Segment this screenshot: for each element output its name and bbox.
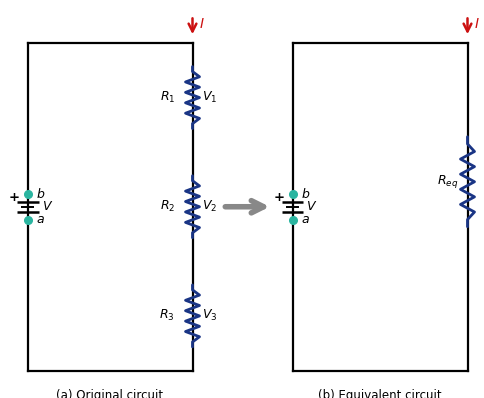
Text: $I$: $I$ (473, 17, 479, 31)
Text: (a) Original circuit: (a) Original circuit (56, 390, 163, 398)
Text: $R_{eq}$: $R_{eq}$ (436, 173, 457, 190)
Text: $a$: $a$ (301, 213, 309, 226)
Text: $R_1$: $R_1$ (159, 90, 175, 105)
Text: $V$: $V$ (42, 200, 53, 213)
Text: $I$: $I$ (198, 17, 204, 31)
Text: $R_3$: $R_3$ (159, 308, 175, 324)
Text: $V$: $V$ (306, 200, 317, 213)
Text: (b) Equivalent circuit: (b) Equivalent circuit (318, 390, 441, 398)
Text: $b$: $b$ (301, 187, 310, 201)
Text: $b$: $b$ (36, 187, 45, 201)
Text: $a$: $a$ (36, 213, 45, 226)
Text: $R_2$: $R_2$ (159, 199, 175, 214)
Text: $V_2$: $V_2$ (201, 199, 216, 214)
Text: +: + (273, 191, 284, 204)
Text: $V_3$: $V_3$ (201, 308, 216, 324)
Text: $V_1$: $V_1$ (201, 90, 216, 105)
Text: +: + (9, 191, 19, 204)
